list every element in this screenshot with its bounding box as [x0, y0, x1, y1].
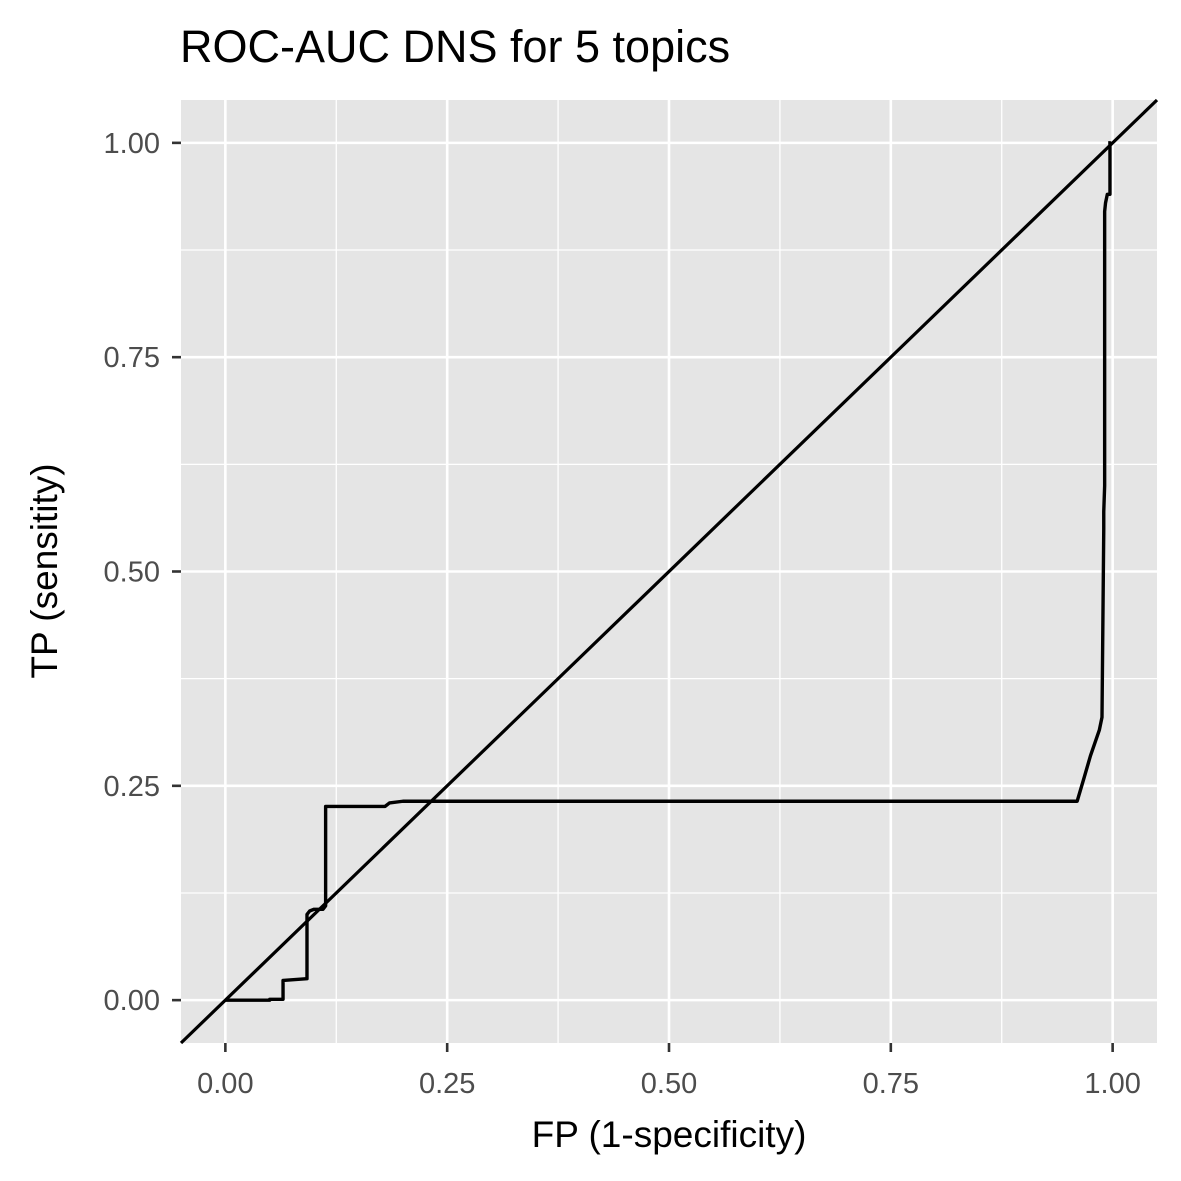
- x-axis-title: FP (1-specificity): [532, 1114, 807, 1155]
- y-axis-title: TP (sensitity): [24, 463, 65, 678]
- series-layer: [179, 98, 1159, 1045]
- y-tick-label: 0.25: [104, 771, 160, 803]
- y-tick-label: 0.00: [104, 985, 160, 1017]
- x-tick-label: 0.75: [863, 1068, 919, 1100]
- x-tick-label: 0.50: [641, 1068, 697, 1100]
- reference-line: [179, 98, 1159, 1045]
- x-tick-label: 0.25: [419, 1068, 475, 1100]
- y-tick-label: 1.00: [104, 128, 160, 160]
- chart-title: ROC-AUC DNS for 5 topics: [180, 21, 730, 72]
- roc-curve: [225, 141, 1112, 1002]
- x-tick-label: 0.00: [197, 1068, 253, 1100]
- y-tick-label: 0.75: [104, 342, 160, 374]
- y-tick-label: 0.50: [104, 557, 160, 589]
- x-axis-ticks: 0.00 0.25 0.50 0.75 1.00: [197, 1043, 1141, 1100]
- y-axis-ticks: 0.00 0.25 0.50 0.75 1.00: [104, 128, 181, 1017]
- x-tick-label: 1.00: [1084, 1068, 1140, 1100]
